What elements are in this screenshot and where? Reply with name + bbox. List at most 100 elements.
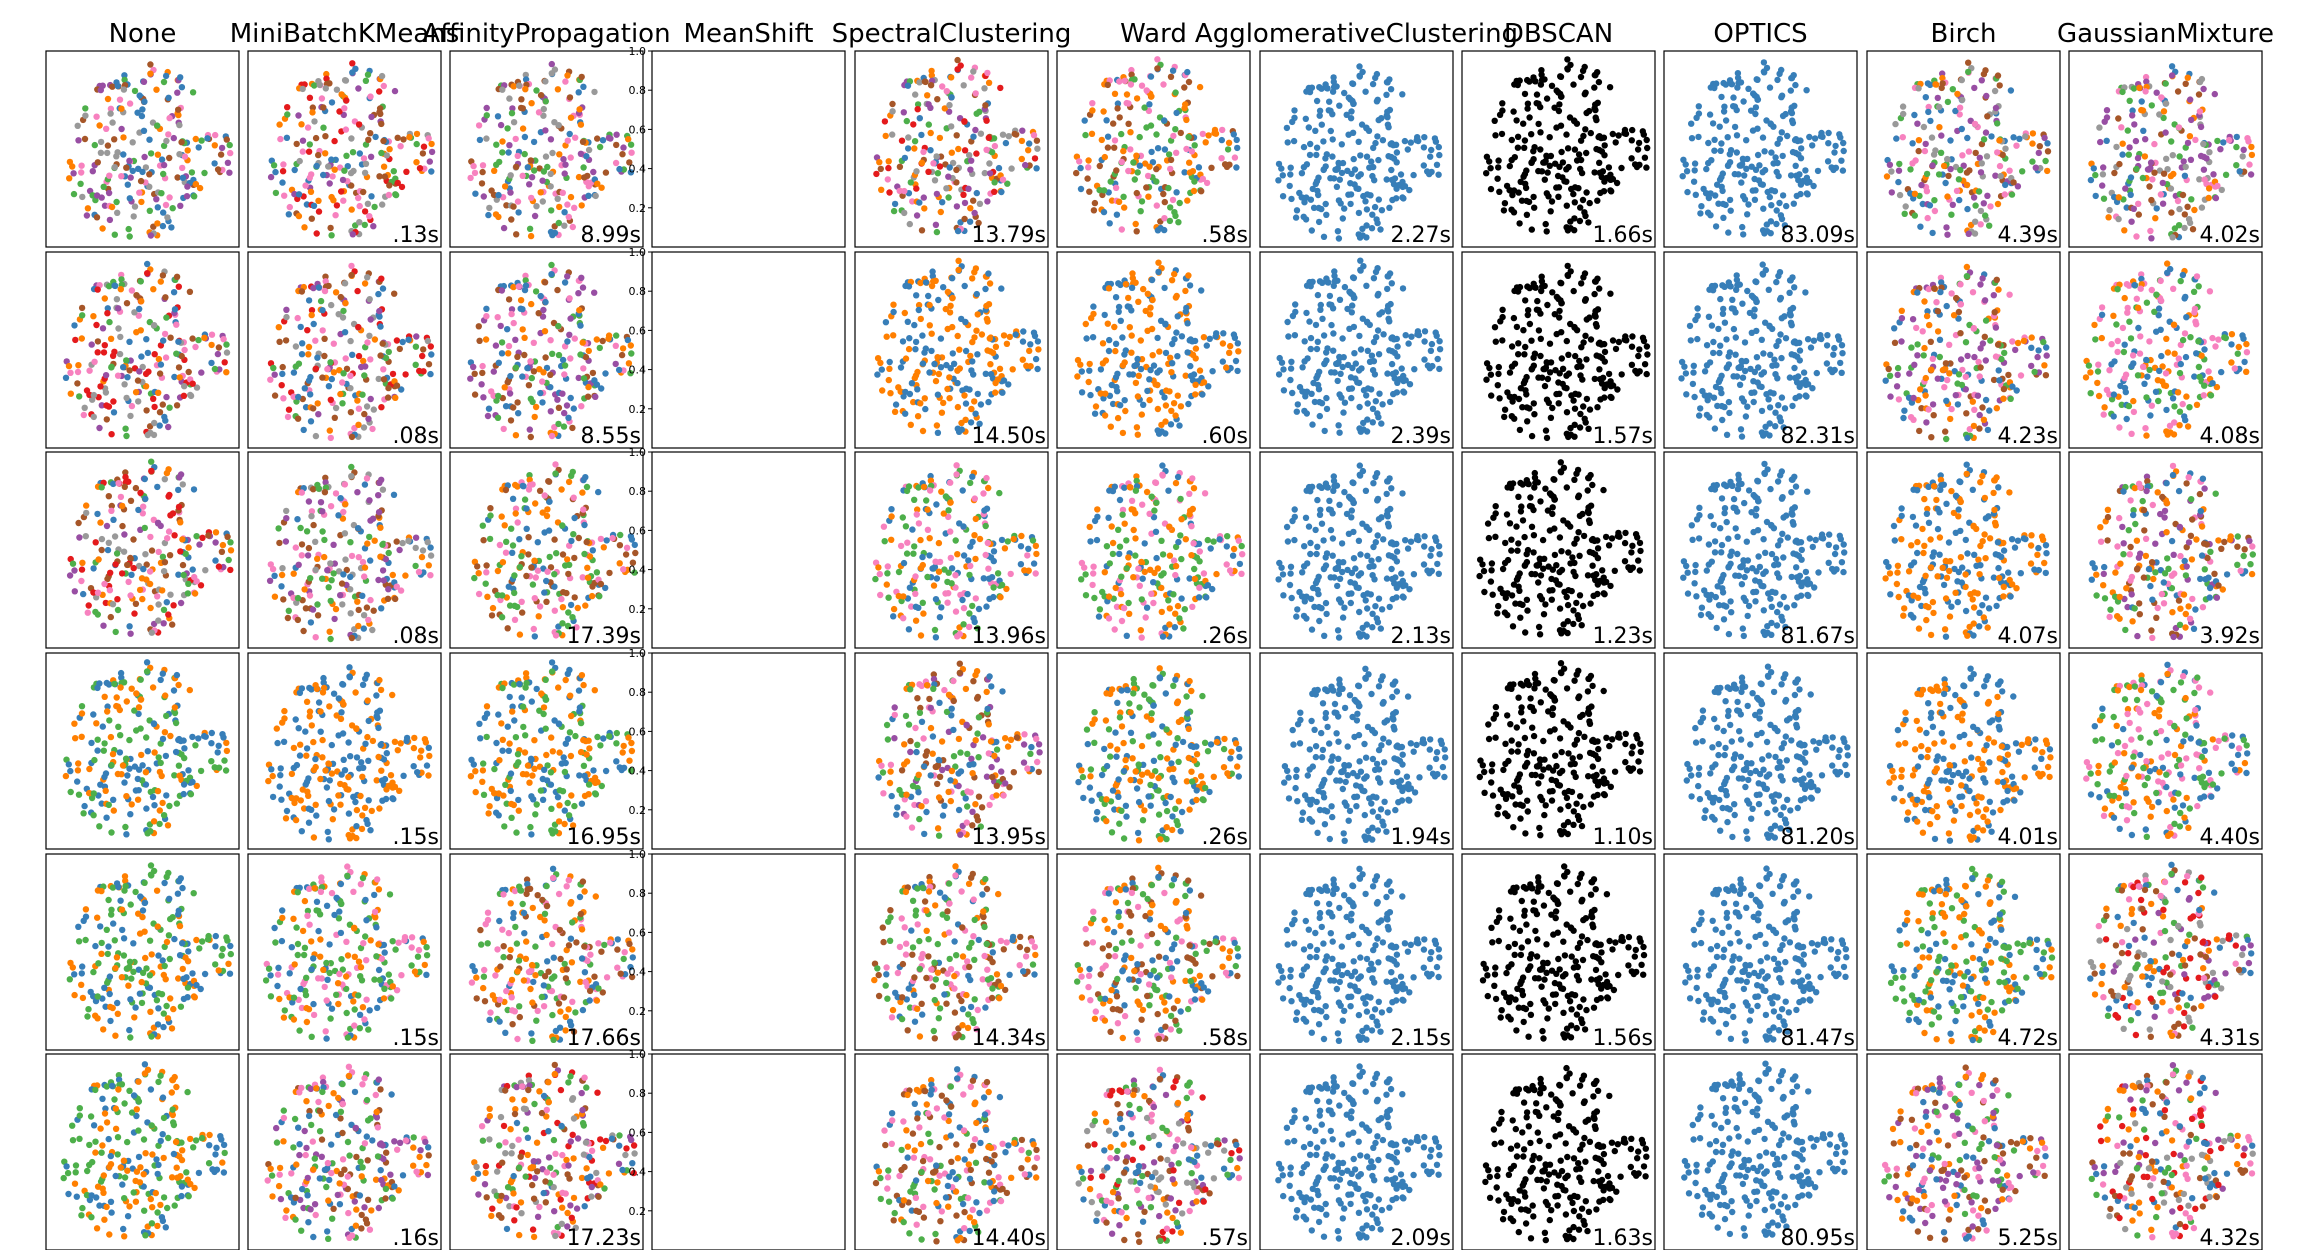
data-point xyxy=(1543,95,1551,102)
data-point xyxy=(217,151,225,158)
data-point xyxy=(1681,363,1688,370)
data-point xyxy=(987,371,995,378)
data-point xyxy=(1709,287,1717,294)
data-point xyxy=(991,142,999,150)
data-point xyxy=(547,408,554,415)
data-point xyxy=(378,275,385,282)
data-point xyxy=(1738,179,1745,186)
data-point xyxy=(1401,137,1409,145)
data-point xyxy=(578,202,585,209)
data-point xyxy=(2007,87,2015,94)
data-point xyxy=(1759,169,1766,176)
data-point xyxy=(471,169,479,177)
data-point xyxy=(425,361,433,368)
data-point xyxy=(105,189,113,197)
data-point xyxy=(291,166,298,174)
data-point xyxy=(2221,334,2228,341)
data-point xyxy=(1718,93,1725,101)
data-point xyxy=(1911,212,1919,219)
data-point xyxy=(589,369,597,377)
data-point xyxy=(1511,393,1518,401)
data-point xyxy=(1752,104,1760,111)
data-point xyxy=(1176,199,1183,207)
data-point xyxy=(1335,235,1343,242)
data-point xyxy=(539,399,546,406)
data-point xyxy=(302,404,310,411)
data-point xyxy=(392,191,400,199)
data-point xyxy=(299,148,306,155)
data-point xyxy=(1586,406,1594,413)
data-point xyxy=(327,434,334,442)
data-point xyxy=(953,132,960,139)
data-point xyxy=(1605,370,1613,378)
data-point xyxy=(891,200,899,208)
data-point xyxy=(596,344,603,352)
data-point xyxy=(510,119,518,126)
data-point xyxy=(154,204,161,211)
data-point xyxy=(921,349,928,356)
data-point xyxy=(521,286,529,294)
data-point xyxy=(1795,151,1802,158)
data-point xyxy=(398,183,406,191)
data-point xyxy=(970,68,977,75)
data-point xyxy=(2002,181,2009,189)
data-point xyxy=(973,150,980,157)
data-point xyxy=(1323,405,1331,413)
data-point xyxy=(1797,190,1804,198)
data-point xyxy=(132,484,140,492)
data-point xyxy=(2160,170,2168,177)
data-point xyxy=(320,124,327,131)
data-point xyxy=(1702,190,1710,197)
data-point xyxy=(579,339,586,346)
timing-label: 13.79s xyxy=(972,223,1046,248)
data-point xyxy=(1839,167,1847,174)
data-point xyxy=(1196,83,1204,91)
data-point xyxy=(1535,120,1542,128)
data-point xyxy=(922,279,930,286)
data-point xyxy=(74,122,81,129)
data-point xyxy=(100,183,107,190)
data-point xyxy=(1370,358,1378,365)
panel-frame xyxy=(1663,50,1858,248)
data-point xyxy=(308,311,315,319)
data-point xyxy=(1608,188,1615,195)
data-point xyxy=(1957,281,1964,288)
data-point xyxy=(347,337,354,345)
data-point xyxy=(320,104,327,111)
data-point xyxy=(986,335,993,342)
data-point xyxy=(908,380,916,387)
data-point xyxy=(107,335,115,342)
data-point xyxy=(2153,205,2160,212)
data-point xyxy=(1928,434,1935,441)
data-point xyxy=(161,476,168,483)
data-point xyxy=(1982,129,1990,136)
points xyxy=(1073,56,1241,235)
data-point xyxy=(1328,321,1335,329)
data-point xyxy=(310,405,317,412)
data-point xyxy=(76,534,83,541)
data-point xyxy=(1767,218,1775,225)
data-point xyxy=(118,125,125,133)
data-point xyxy=(1154,65,1161,72)
data-point xyxy=(2158,352,2165,360)
panel-r0-c1: .13s xyxy=(247,50,442,248)
data-point xyxy=(1583,109,1590,117)
data-point xyxy=(381,173,388,180)
data-point xyxy=(295,393,302,401)
data-point xyxy=(2118,124,2125,131)
data-point xyxy=(1523,211,1531,218)
data-point xyxy=(1153,202,1161,209)
data-point xyxy=(1934,375,1942,382)
data-point xyxy=(905,283,913,290)
data-point xyxy=(170,602,177,609)
data-point xyxy=(321,287,329,295)
data-point xyxy=(605,335,612,342)
data-point xyxy=(974,351,981,358)
data-point xyxy=(317,297,325,305)
data-point xyxy=(1147,366,1154,374)
data-point xyxy=(1103,117,1110,124)
data-point xyxy=(1185,78,1193,86)
data-point xyxy=(1935,171,1943,178)
data-point xyxy=(926,322,933,329)
data-point xyxy=(1363,282,1370,289)
